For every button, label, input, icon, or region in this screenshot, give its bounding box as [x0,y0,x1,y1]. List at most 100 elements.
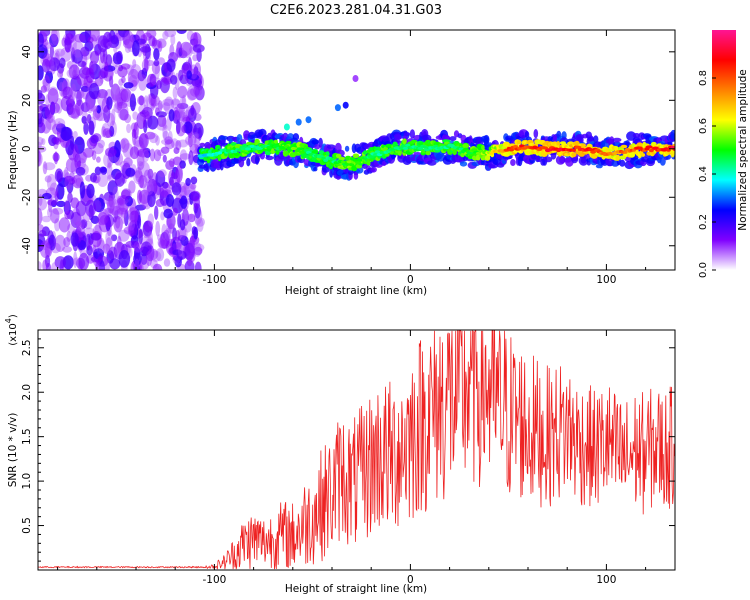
heatmap-noise-cell [149,148,156,162]
heatmap-noise-cell [173,106,179,122]
heatmap-noise-cell [138,95,145,106]
heatmap-noise-cell [76,215,86,231]
heatmap-noise-cell [113,64,119,75]
heatmap-noise-cell [147,248,159,260]
heatmap-noise-cell [167,130,173,144]
heatmap-ridge-cell [590,150,596,154]
heatmap-noise-cell [38,149,41,163]
heatmap-noise-cell [158,100,163,112]
heatmap-noise-cell [132,40,140,57]
heatmap-noise-cell [179,41,192,56]
snr-x-tick-label: -100 [202,574,226,586]
heatmap-noise-cell [144,131,156,140]
heatmap-band-cell [628,152,636,158]
heatmap-noise-cell [189,183,197,190]
heatmap-noise-cell [115,215,121,229]
heatmap-noise-cell [81,116,87,124]
heatmap-noise-cell [126,64,134,76]
heatmap-noise-cell [140,258,150,270]
heatmap-noise-cell [39,243,51,250]
snr-y-tick-label: 2.0 [21,384,33,401]
heatmap-noise-cell [83,210,91,222]
snr-marks [38,330,675,570]
heatmap-noise-cell [182,63,189,71]
heatmap-x-tick-label: -100 [202,274,226,286]
heatmap-noise-cell [38,230,47,237]
heatmap-halo-cell [593,135,599,143]
heatmap-noise-cell [38,207,43,226]
heatmap-noise-cell [64,210,71,220]
heatmap-ridge-cell [349,163,355,167]
heatmap-noise-cell [190,176,198,185]
heatmap-noise-cell [129,93,136,112]
heatmap-noise-cell [132,59,137,69]
heatmap-noise-cell [177,242,183,257]
heatmap-band-cell [484,155,491,161]
heatmap-noise-cell [38,198,48,211]
heatmap-halo-cell [246,158,251,167]
heatmap-halo-cell [259,152,265,160]
heatmap-feature [342,101,349,109]
heatmap-band-cell [397,150,402,156]
snr-multiplier-close: ) [8,314,19,318]
heatmap-noise-cell [163,208,173,219]
snr-y-tick-label: 2.5 [21,339,33,356]
heatmap-noise-cell [165,227,172,241]
heatmap-noise-cell [64,176,72,189]
heatmap-plot: -100 0 100 -40 -20 0 20 40 Height of straight l… [7,29,676,297]
heatmap-noise-cell [193,122,204,139]
heatmap-noise-cell [103,257,110,270]
colorbar-tick-label: 0.4 [698,166,709,182]
heatmap-noise-cell [187,85,199,100]
heatmap-band-cell [580,143,586,148]
snr-x-axis-label: Height of straight line (km) [285,583,427,595]
snr-y-axis-label: SNR (10 * v/v) [7,413,19,488]
heatmap-noise-cell [124,209,129,227]
heatmap-noise-cell [97,90,107,107]
heatmap-noise-cell [106,162,113,180]
colorbar-label: Normalized spectral amplitude [737,69,749,230]
heatmap-noise-cell [137,95,146,106]
heatmap-y-tick-label: -20 [21,189,33,206]
heatmap-halo-cell [393,133,403,140]
heatmap-noise-cell [38,141,42,149]
heatmap-ridge-cell [330,157,335,162]
snr-y-tick-label: 1.5 [21,428,33,445]
heatmap-ridge-cell [645,145,653,149]
heatmap-noise-cell [84,99,92,112]
heatmap-noise-cell [48,57,61,72]
heatmap-noise-cell [153,149,162,162]
heatmap-noise-cell [107,174,114,182]
heatmap-noise-cell [120,138,126,149]
heatmap-noise-cell [50,30,58,41]
heatmap-noise-cell [180,235,189,246]
heatmap-halo-cell [199,142,206,147]
heatmap-noise-cell [162,130,169,140]
heatmap-noise-cell [171,182,182,196]
heatmap-noise-cell [135,170,141,179]
heatmap-noise-cell [97,139,105,149]
heatmap-band-cell [338,156,346,161]
snr-y-tick-label: 1.0 [21,473,33,490]
heatmap-band-cell [284,151,290,156]
heatmap-noise-cell [90,172,97,183]
heatmap-band-cell [516,140,522,145]
colorbar-ticks: 0.0 0.2 0.4 0.6 0.8 [698,70,716,278]
heatmap-noise-cell [42,42,54,49]
heatmap-noise-cell [137,69,146,82]
heatmap-halo-cell [578,156,589,166]
heatmap-noise-cell [54,256,66,269]
heatmap-noise-cell [147,168,154,180]
heatmap-noise-cell [152,263,163,270]
heatmap-noise-cell [137,175,148,189]
heatmap-noise-cell [86,183,95,199]
heatmap-noise-cell [97,89,108,99]
heatmap-ridge-cell [218,151,223,155]
heatmap-noise-cell [162,102,171,111]
heatmap-noise-cell [170,99,181,109]
heatmap-halo-cell [544,156,553,163]
heatmap-noise-cell [59,57,66,69]
heatmap-halo-cell [559,156,566,164]
